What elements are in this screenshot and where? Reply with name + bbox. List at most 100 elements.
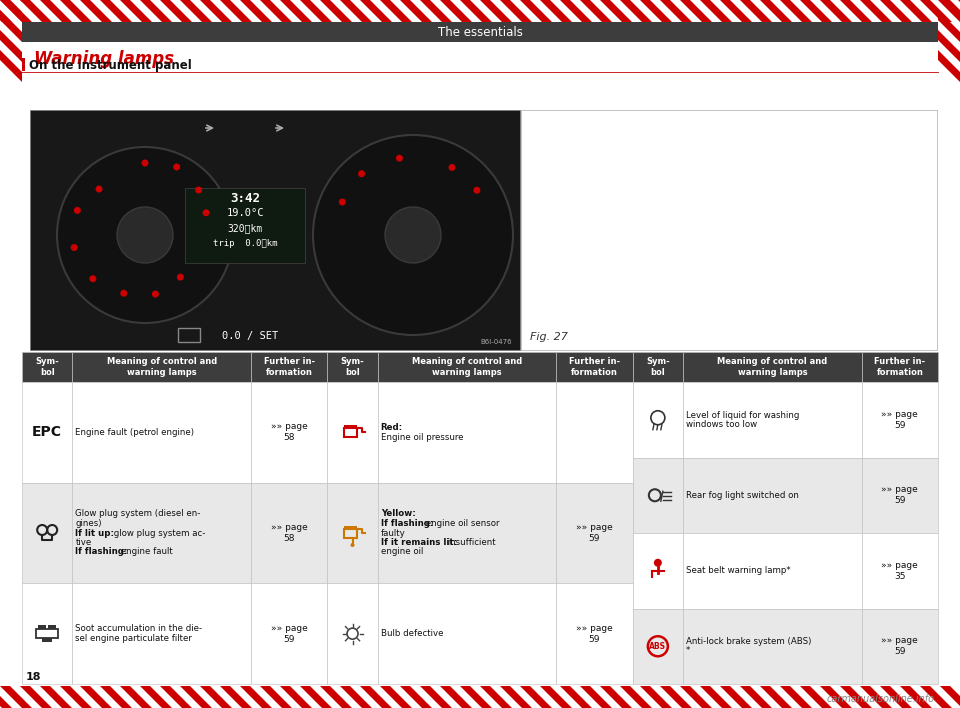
- Bar: [22, 483, 72, 583]
- Bar: [72, 583, 251, 684]
- Text: Rear fog light switched on: Rear fog light switched on: [686, 491, 799, 500]
- Polygon shape: [100, 0, 132, 22]
- Text: Meaning of control and
warning lamps: Meaning of control and warning lamps: [412, 358, 522, 377]
- Polygon shape: [680, 686, 712, 708]
- Polygon shape: [480, 0, 512, 22]
- Circle shape: [173, 164, 180, 171]
- Bar: [862, 608, 938, 684]
- Polygon shape: [360, 0, 392, 22]
- Polygon shape: [420, 0, 960, 708]
- Polygon shape: [740, 0, 960, 708]
- Polygon shape: [500, 0, 532, 22]
- Text: tive: tive: [76, 538, 91, 547]
- Polygon shape: [160, 686, 192, 708]
- Text: If flashing:: If flashing:: [76, 547, 128, 556]
- Bar: [327, 583, 377, 684]
- Polygon shape: [400, 686, 432, 708]
- Polygon shape: [660, 0, 960, 708]
- Polygon shape: [820, 686, 852, 708]
- Bar: [30, 110, 520, 350]
- Polygon shape: [440, 0, 472, 22]
- Bar: [22, 58, 25, 71]
- Polygon shape: [100, 686, 132, 708]
- Polygon shape: [520, 0, 552, 22]
- Circle shape: [152, 290, 159, 297]
- Bar: [22, 22, 938, 42]
- Bar: [557, 382, 633, 483]
- Polygon shape: [0, 0, 32, 22]
- Polygon shape: [580, 686, 612, 708]
- Polygon shape: [860, 686, 892, 708]
- Text: 3:42: 3:42: [230, 193, 260, 205]
- Circle shape: [177, 273, 184, 280]
- Polygon shape: [840, 0, 872, 22]
- Polygon shape: [120, 0, 838, 708]
- Polygon shape: [560, 0, 592, 22]
- Polygon shape: [540, 686, 572, 708]
- Bar: [251, 583, 327, 684]
- Polygon shape: [140, 0, 858, 708]
- Bar: [344, 428, 356, 438]
- Polygon shape: [740, 0, 772, 22]
- Text: Warning lamps: Warning lamps: [34, 50, 174, 68]
- Polygon shape: [460, 0, 960, 708]
- Text: Bulb defective: Bulb defective: [381, 629, 444, 638]
- Circle shape: [358, 170, 365, 177]
- Polygon shape: [260, 0, 960, 708]
- Bar: [251, 382, 327, 483]
- Text: Engine fault (petrol engine): Engine fault (petrol engine): [76, 428, 194, 437]
- Polygon shape: [800, 0, 960, 708]
- Polygon shape: [300, 686, 332, 708]
- Polygon shape: [340, 0, 960, 708]
- Polygon shape: [240, 686, 272, 708]
- Circle shape: [89, 275, 96, 282]
- Text: gines): gines): [76, 519, 102, 528]
- Polygon shape: [80, 0, 798, 708]
- Polygon shape: [900, 686, 932, 708]
- Polygon shape: [280, 0, 312, 22]
- Text: Glow plug system (diesel en-: Glow plug system (diesel en-: [76, 510, 201, 518]
- Polygon shape: [80, 686, 112, 708]
- Text: »» page
58: »» page 58: [271, 523, 307, 543]
- Bar: [862, 382, 938, 457]
- Polygon shape: [620, 0, 652, 22]
- Polygon shape: [800, 0, 832, 22]
- Polygon shape: [800, 686, 832, 708]
- Text: »» page
59: »» page 59: [576, 523, 612, 543]
- Polygon shape: [120, 0, 152, 22]
- Bar: [48, 624, 52, 629]
- Polygon shape: [940, 686, 960, 708]
- Polygon shape: [918, 0, 960, 708]
- Polygon shape: [220, 0, 938, 708]
- Polygon shape: [958, 0, 960, 708]
- Bar: [185, 188, 305, 263]
- Bar: [38, 624, 42, 629]
- Polygon shape: [720, 0, 960, 708]
- Polygon shape: [880, 686, 912, 708]
- Bar: [72, 352, 251, 382]
- Circle shape: [313, 135, 513, 335]
- Polygon shape: [400, 0, 960, 708]
- Polygon shape: [300, 0, 960, 708]
- Polygon shape: [780, 686, 812, 708]
- Circle shape: [57, 147, 233, 323]
- Polygon shape: [180, 686, 212, 708]
- Bar: [22, 352, 72, 382]
- Bar: [72, 483, 251, 583]
- Bar: [327, 382, 377, 483]
- Bar: [684, 533, 862, 608]
- Polygon shape: [480, 0, 960, 708]
- Bar: [251, 483, 327, 583]
- Text: ABS: ABS: [649, 641, 666, 651]
- Text: glow plug system ac-: glow plug system ac-: [110, 528, 205, 537]
- Polygon shape: [40, 686, 72, 708]
- Text: On the instrument panel: On the instrument panel: [29, 59, 192, 72]
- Bar: [633, 352, 684, 382]
- Polygon shape: [640, 0, 672, 22]
- Bar: [344, 426, 356, 428]
- Polygon shape: [20, 0, 52, 22]
- Polygon shape: [680, 0, 712, 22]
- Bar: [377, 583, 557, 684]
- Circle shape: [71, 244, 78, 251]
- Text: sel engine particulate filter: sel engine particulate filter: [76, 634, 192, 643]
